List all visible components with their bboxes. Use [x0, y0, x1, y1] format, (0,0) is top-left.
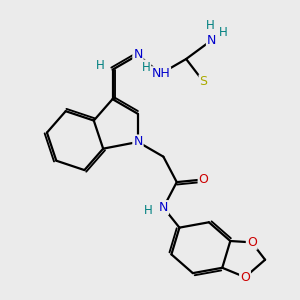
Text: S: S	[200, 75, 208, 88]
Text: O: O	[240, 271, 250, 284]
Text: N: N	[133, 49, 142, 62]
Text: N: N	[133, 136, 142, 148]
Text: H: H	[219, 26, 228, 39]
Text: N: N	[207, 34, 216, 47]
Text: H: H	[144, 204, 153, 217]
Text: N: N	[159, 201, 168, 214]
Text: O: O	[247, 236, 257, 249]
Text: H: H	[96, 59, 105, 72]
Text: O: O	[199, 173, 208, 186]
Text: NH: NH	[151, 67, 170, 80]
Text: H: H	[206, 19, 214, 32]
Text: H: H	[142, 61, 150, 74]
